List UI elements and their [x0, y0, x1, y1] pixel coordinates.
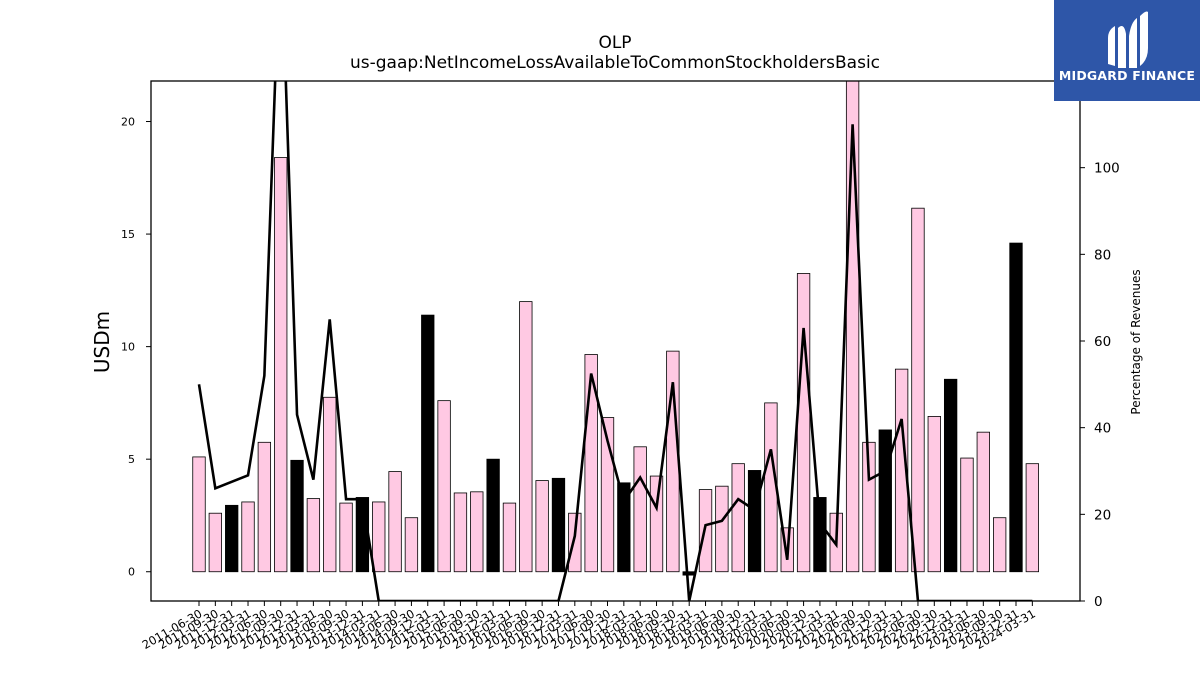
bar-2023-06-30: [976, 431, 990, 573]
bar-2022-09-30: [927, 416, 941, 573]
bar-2015-03-31: [437, 400, 451, 573]
bar-2015-09-30: [470, 491, 484, 573]
y2-tick-label: 80: [1094, 247, 1111, 263]
bar-2013-03-31: [306, 498, 321, 573]
bar-2016-09-30: [535, 480, 549, 573]
bar-2015-12-31: [486, 458, 500, 573]
brand-logo: MIDGARD FINANCE: [1054, 0, 1200, 101]
bar-2014-03-31: [372, 501, 386, 573]
bar-2023-12-31: [1009, 242, 1023, 573]
bar-2022-03-31: [894, 368, 909, 573]
y2-tick-label: 100: [1094, 161, 1120, 177]
bar-2014-12-31: [421, 314, 435, 573]
y-tick-label: 20: [121, 116, 135, 129]
bar-2018-06-30: [649, 475, 664, 573]
bar-2012-09-30: [274, 157, 288, 573]
brand-name: MIDGARD FINANCE: [1058, 68, 1196, 83]
bars-layer: [192, 81, 1039, 576]
right-axis: 0 20 40 60 80 100: [1080, 161, 1120, 610]
bar-2013-09-30: [339, 502, 353, 573]
bar-2023-09-30: [993, 517, 1007, 573]
bar-2018-03-31: [633, 446, 647, 573]
y2-tick-label: 0: [1094, 594, 1103, 610]
y-axis-label: USDm: [90, 311, 114, 373]
bar-2022-06-30: [911, 207, 925, 573]
x-axis: 2011-06-302011-09-302011-12-312012-03-31…: [140, 601, 1038, 652]
y-tick-label: 15: [121, 228, 135, 241]
bar-2017-12-31: [617, 482, 631, 573]
bar-2016-03-31: [502, 502, 517, 573]
bar-2016-06-30: [519, 301, 533, 573]
y2-tick-label: 60: [1094, 334, 1111, 350]
y-tick-label: 10: [121, 341, 135, 354]
bar-2011-12-31: [225, 504, 239, 573]
bar-2022-12-31: [943, 378, 958, 573]
bar-2020-12-31: [813, 497, 827, 573]
bar-2020-09-30: [796, 273, 811, 573]
bar-2021-12-31: [878, 429, 892, 573]
y2-tick-label: 40: [1094, 421, 1111, 437]
y2-tick-label: 20: [1094, 507, 1111, 523]
bar-2021-09-30: [862, 441, 876, 573]
bar-2011-06-30: [192, 456, 206, 573]
chart-subtitle: us-gaap:NetIncomeLossAvailableToCommonSt…: [349, 53, 881, 73]
left-axis: 0 5 10 15 20: [121, 116, 151, 579]
bar-2024-03-31: [1025, 463, 1039, 573]
bar-2013-06-30: [323, 396, 337, 573]
bar-2014-09-30: [404, 517, 419, 573]
bar-2019-09-30: [731, 463, 745, 573]
bar-2023-03-31: [960, 457, 974, 573]
bar-2019-06-30: [715, 485, 729, 573]
bar-2014-06-30: [388, 471, 402, 573]
y-tick-label: 5: [128, 453, 135, 466]
percentage-line-layer: [197, 81, 1033, 601]
bar-2019-12-31: [747, 470, 762, 573]
bar-2012-06-30: [257, 441, 272, 573]
y2-axis-label: Percentage of Revenues: [1129, 269, 1143, 414]
bar-2017-03-31: [568, 512, 582, 573]
bar-2016-12-31: [551, 477, 566, 573]
y-tick-label: 0: [128, 566, 135, 579]
bar-2015-06-30: [453, 492, 468, 573]
bar-2012-12-31: [290, 459, 304, 573]
midgard-finance-logo-icon: [1108, 11, 1148, 68]
bar-2012-03-31: [241, 501, 255, 573]
chart-title: OLP: [598, 33, 632, 53]
bar-2011-09-30: [208, 512, 222, 573]
percentage-of-revenues-line: [197, 81, 1033, 601]
